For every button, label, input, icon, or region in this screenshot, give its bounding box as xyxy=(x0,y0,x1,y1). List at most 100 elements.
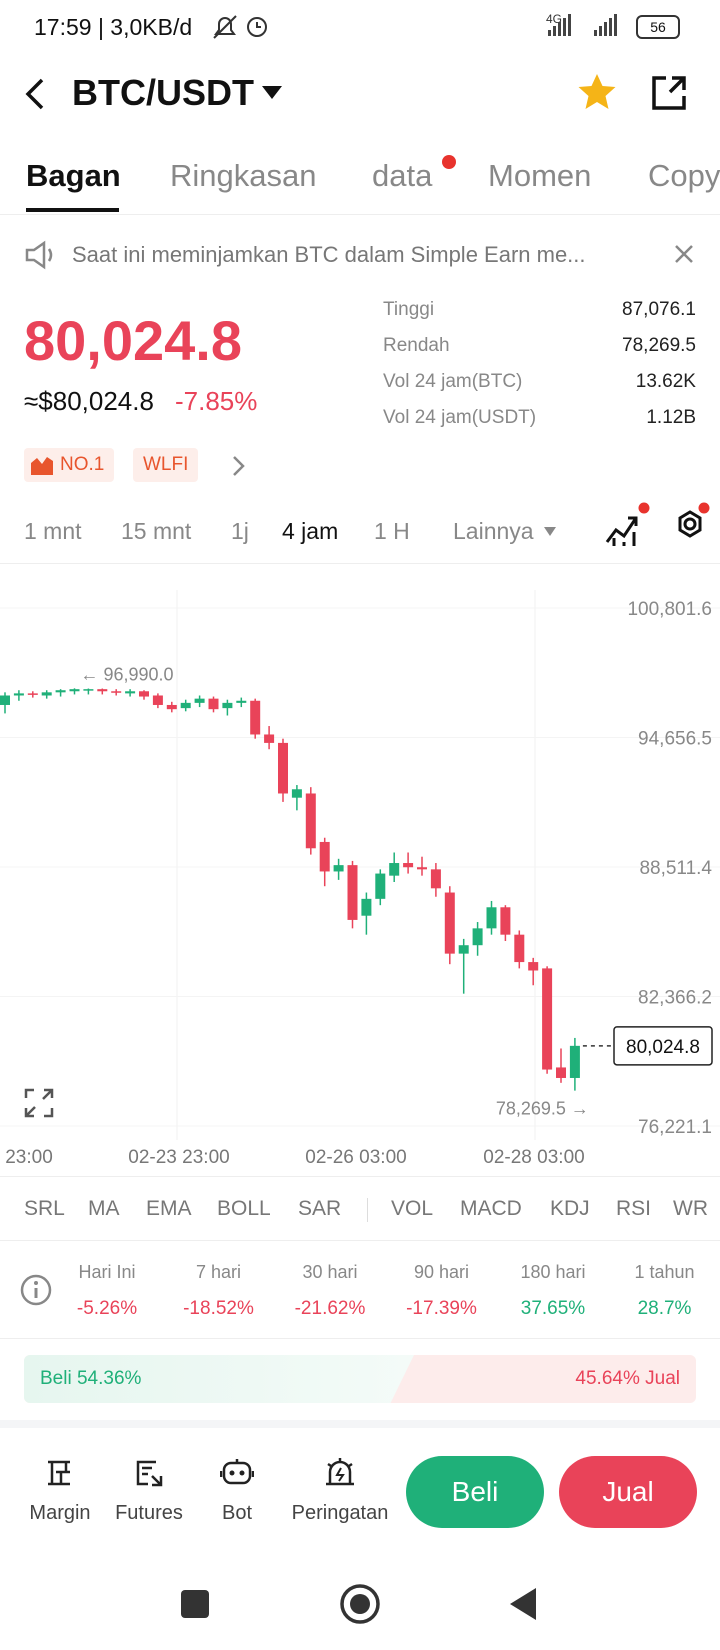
y-tick-label: 94,656.5 xyxy=(638,728,712,749)
candle-body xyxy=(305,793,316,849)
close-notice[interactable] xyxy=(674,244,694,264)
tab[interactable]: Copy xyxy=(648,158,720,193)
action-label[interactable]: Futures xyxy=(115,1502,183,1524)
sell-button[interactable]: Jual xyxy=(559,1456,697,1528)
indicator[interactable]: SRL xyxy=(24,1197,65,1220)
timeframe[interactable]: 1 mnt xyxy=(24,518,82,544)
pair-title[interactable]: BTC/USDT xyxy=(72,72,254,113)
period-change: 28.7% xyxy=(637,1298,692,1319)
stat-label: Vol 24 jam(BTC) xyxy=(383,371,523,392)
candle-body xyxy=(152,695,163,705)
indicator[interactable]: RSI xyxy=(616,1197,652,1220)
period-change: -21.62% xyxy=(294,1298,366,1319)
action-label[interactable]: Bot xyxy=(221,1502,253,1524)
candle-body xyxy=(97,689,108,692)
indicator[interactable]: WR xyxy=(673,1197,708,1220)
stat-label: Tinggi xyxy=(383,299,435,320)
indicator[interactable]: BOLL xyxy=(217,1197,271,1220)
high-annotation: ← 96,990.0 xyxy=(81,664,174,684)
more-dropdown xyxy=(544,527,556,536)
notice-text[interactable]: Saat ini meminjamkan BTC dalam Simple Ea… xyxy=(72,242,586,267)
candle-body xyxy=(444,892,455,954)
favorite-star[interactable] xyxy=(576,72,618,112)
separator xyxy=(367,1198,368,1222)
timeframe[interactable]: 4 jam xyxy=(282,518,339,544)
indicator[interactable]: SAR xyxy=(298,1197,342,1220)
timeframe[interactable]: 1j xyxy=(231,518,249,544)
candle-body xyxy=(27,693,38,695)
bot-icon xyxy=(220,1459,254,1485)
candle-body xyxy=(194,698,205,703)
tab[interactable]: Ringkasan xyxy=(170,158,317,193)
period-change: -17.39% xyxy=(406,1298,477,1319)
candle-body xyxy=(0,695,10,705)
nav-home-dot xyxy=(350,1594,370,1614)
indicator[interactable]: MA xyxy=(88,1197,120,1220)
back-button[interactable] xyxy=(24,76,48,112)
period-label: 30 hari xyxy=(302,1262,358,1282)
indicator[interactable]: KDJ xyxy=(550,1197,590,1220)
battery: 56 xyxy=(636,15,680,39)
candle-body xyxy=(472,928,483,946)
action-label[interactable]: Margin xyxy=(29,1502,91,1524)
action-label[interactable]: Peringatan xyxy=(291,1502,389,1524)
period-label: 180 hari xyxy=(520,1262,586,1282)
share-button[interactable] xyxy=(650,74,688,112)
candle-body xyxy=(361,898,372,916)
price-change: -7.85% xyxy=(175,386,258,416)
fullscreen-button[interactable] xyxy=(24,1088,54,1118)
nav-home[interactable] xyxy=(340,1584,380,1624)
x-tick-label: 02-23 23:00 xyxy=(128,1147,229,1168)
nav-back[interactable] xyxy=(510,1588,536,1620)
divider xyxy=(0,1176,720,1177)
indicator-icon[interactable] xyxy=(604,502,654,550)
x-tick-label: 02-28 03:00 xyxy=(483,1147,584,1168)
section-gap xyxy=(0,1420,720,1428)
signal-icons xyxy=(548,14,617,36)
period-label: 1 tahun xyxy=(634,1262,695,1282)
stat-value: 13.62K xyxy=(635,371,696,392)
notification-dot xyxy=(442,155,456,169)
tab[interactable]: Momen xyxy=(488,158,592,193)
candle-body xyxy=(458,945,469,954)
candle-body xyxy=(319,841,330,872)
timeframe[interactable]: 1 H xyxy=(374,518,410,544)
tab[interactable]: Bagan xyxy=(26,158,121,193)
candlestick-chart: 100,801.6 94,656.5 88,511.4 82,366.2 76,221.… xyxy=(0,590,720,1168)
buy-button[interactable]: Beli xyxy=(406,1456,544,1528)
candle-body xyxy=(389,863,400,876)
candle-body xyxy=(180,702,191,709)
candle-body xyxy=(264,734,275,743)
candle-body xyxy=(13,693,24,696)
status-icons xyxy=(213,15,267,39)
nav-recent[interactable] xyxy=(181,1590,209,1618)
sentiment-bar xyxy=(24,1355,696,1403)
candle-body xyxy=(111,691,122,693)
tab[interactable]: data xyxy=(372,158,433,193)
candle-body xyxy=(569,1045,580,1078)
divider xyxy=(0,563,720,564)
divider xyxy=(0,1240,720,1241)
token-tag[interactable]: WLFI xyxy=(133,448,199,482)
candle-body xyxy=(208,698,219,710)
tags-more[interactable] xyxy=(232,455,246,477)
indicator[interactable]: EMA xyxy=(146,1197,192,1220)
divider xyxy=(0,214,720,215)
candle-body xyxy=(250,700,261,735)
settings-icon[interactable] xyxy=(662,502,720,550)
indicator[interactable]: VOL xyxy=(391,1197,434,1220)
candle-body xyxy=(69,689,80,692)
timeframe[interactable]: 15 mnt xyxy=(121,518,192,544)
alert-icon xyxy=(326,1458,354,1486)
info-icon[interactable] xyxy=(20,1274,52,1306)
timeframe[interactable]: Lainnya xyxy=(453,518,534,544)
futures-icon xyxy=(136,1460,163,1487)
stat-label: Vol 24 jam(USDT) xyxy=(383,407,537,428)
candle-body xyxy=(500,907,511,935)
candle-body xyxy=(375,873,386,899)
pair-dropdown[interactable] xyxy=(262,86,282,100)
indicator[interactable]: MACD xyxy=(460,1197,522,1220)
candle-body xyxy=(83,689,94,691)
candle-body xyxy=(139,691,149,697)
period-change: -18.52% xyxy=(183,1298,254,1319)
